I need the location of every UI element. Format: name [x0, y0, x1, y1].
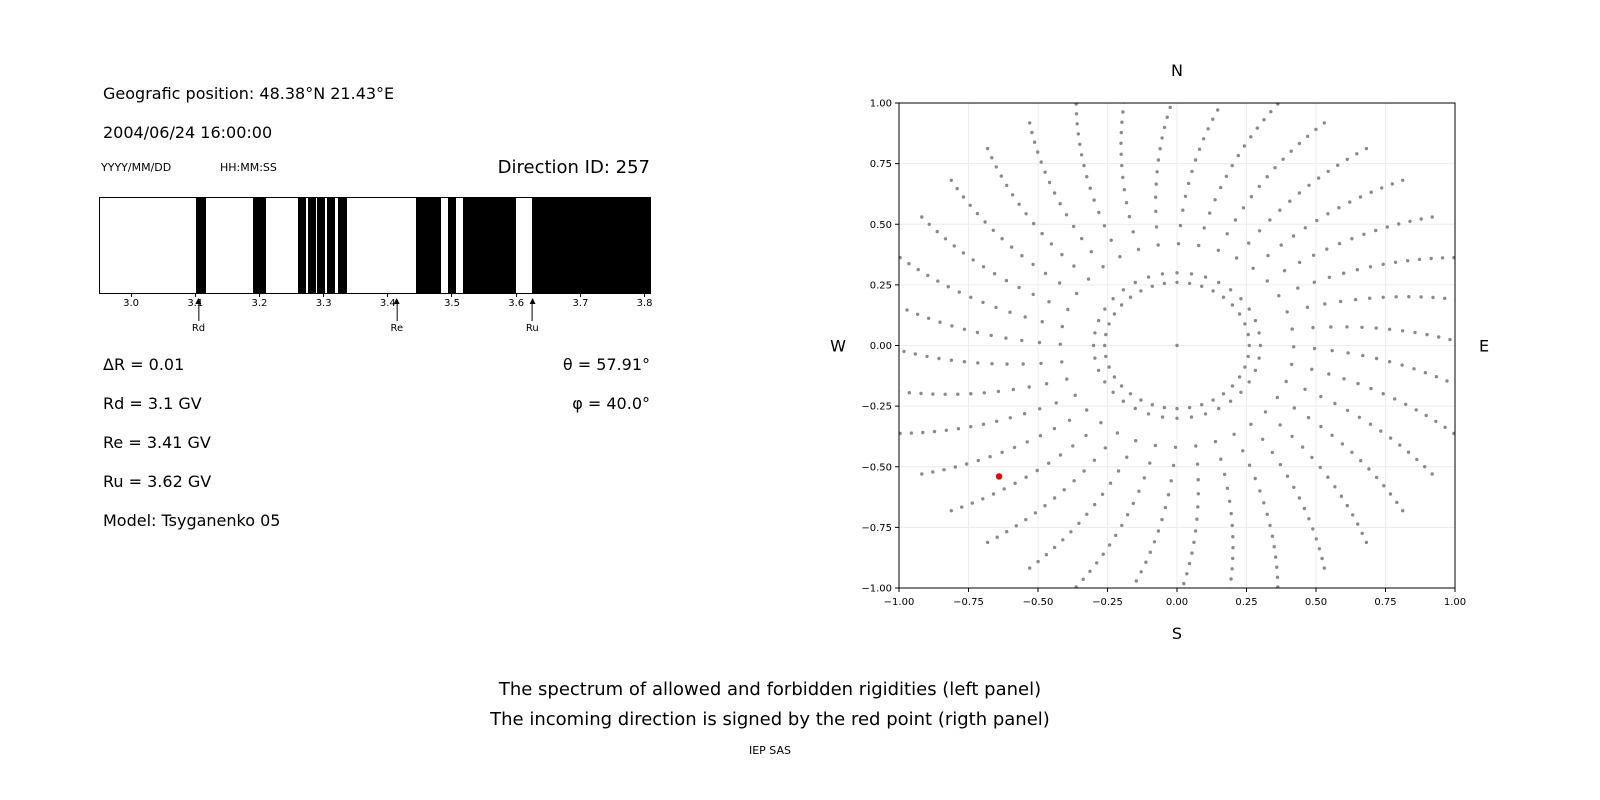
tick-label: 3.7: [572, 298, 589, 309]
rd-text: Rd = 3.1 GV: [103, 394, 202, 413]
x-tick-label: 0.25: [1235, 597, 1257, 608]
cardinal-label-right: E: [1479, 337, 1489, 356]
spectrum-x-tick: 3.1: [187, 294, 203, 309]
tick-mark: [194, 294, 196, 297]
caption-line-2: The incoming direction is signed by the …: [490, 709, 1050, 730]
allowed-rigidity-bar: [307, 198, 317, 293]
x-tick-label: −0.75: [953, 597, 984, 608]
allowed-rigidity-bar: [447, 198, 457, 293]
spectrum-x-tick: 3.8: [637, 294, 653, 309]
x-tick-label: −0.50: [1023, 597, 1054, 608]
allowed-rigidity-bar: [462, 198, 516, 293]
y-tick-label: −0.75: [861, 523, 892, 534]
allowed-rigidity-bar: [195, 198, 206, 293]
x-tick-label: 0.00: [1166, 597, 1188, 608]
tick-mark: [579, 294, 581, 297]
x-tick-label: 0.50: [1305, 597, 1327, 608]
marker-label: Ru: [525, 323, 539, 334]
cutoff-marker-rd: Rd: [192, 298, 205, 334]
y-tick-label: −1.00: [861, 584, 892, 595]
x-tick-label: 0.75: [1374, 597, 1396, 608]
geo-position-text: Geografic position: 48.38°N 21.43°E: [103, 84, 395, 103]
y-tick-label: 0.00: [870, 341, 892, 352]
allowed-rigidity-bar: [327, 198, 336, 293]
theta-text: θ = 57.91°: [562, 355, 650, 374]
phi-text: φ = 40.0°: [572, 394, 650, 413]
spectrum-x-tick: 3.6: [508, 294, 524, 309]
figure-captions: The spectrum of allowed and forbidden ri…: [0, 679, 1540, 757]
spectrum-x-tick: 3.0: [123, 294, 139, 309]
direction-plot: −1.00 −0.75 −0.50 −0.25 0.00 0.25 0.50 0.75 1.00…: [830, 61, 1489, 643]
direction-dots: [899, 103, 1455, 588]
tick-mark: [130, 294, 132, 297]
datetime-text: 2004/06/24 16:00:00: [103, 123, 273, 142]
red-incoming-direction-point: [995, 473, 1003, 480]
arrow-up-icon: [195, 298, 202, 304]
y-tick-label: 0.50: [870, 220, 892, 231]
allowed-rigidity-bar: [337, 198, 347, 293]
spectrum-x-tick: 3.2: [251, 294, 268, 309]
arrow-up-icon: [529, 298, 536, 304]
y-tick-label: 0.25: [870, 280, 892, 291]
tick-label: 3.5: [444, 298, 460, 309]
y-tick-label: −0.50: [861, 462, 892, 473]
tick-label: 3.1: [187, 298, 204, 309]
tick-label: 3.8: [636, 298, 653, 309]
y-tick-label: 1.00: [870, 99, 892, 110]
cardinal-label-left: W: [830, 337, 846, 356]
tick-mark: [258, 294, 260, 297]
direction-id-text: Direction ID: 257: [497, 157, 650, 178]
x-tick-label: −1.00: [884, 597, 915, 608]
delta-r-text: ΔR = 0.01: [103, 355, 185, 374]
spectrum-x-tick: 3.4: [380, 294, 396, 309]
x-tick-label: 1.00: [1444, 597, 1466, 608]
arrow-line: [396, 304, 398, 321]
tick-label: 3.4: [379, 298, 396, 309]
y-tick-label: 0.75: [870, 159, 892, 170]
allowed-rigidity-bar: [415, 198, 441, 293]
tick-mark: [323, 294, 325, 297]
tick-mark: [451, 294, 453, 297]
tick-label: 3.6: [508, 298, 525, 309]
tick-mark: [515, 294, 517, 297]
arrow-line: [531, 304, 533, 321]
arrow-up-icon: [393, 298, 400, 304]
rigidity-spectrum-plot: [99, 197, 651, 294]
marker-label: Re: [390, 323, 404, 334]
tick-label: 3.3: [315, 298, 332, 309]
x-tick-label: −0.25: [1092, 597, 1123, 608]
cutoff-marker-re: Re: [390, 298, 403, 334]
credit-text: IEP SAS: [748, 744, 792, 757]
rigidity-spectrum-chart: 3.0 3.1 3.2 3.3 3.4 3.5 3.6 3.7 3.8 Rd Re Ru: [99, 197, 653, 347]
ru-text: Ru = 3.62 GV: [103, 472, 212, 491]
arrow-line: [197, 304, 200, 321]
spectrum-x-tick: 3.7: [572, 294, 588, 309]
tick-mark: [387, 294, 389, 297]
y-tick-label: −0.25: [861, 402, 892, 413]
tick-label: 3.2: [251, 298, 268, 309]
re-text: Re = 3.41 GV: [103, 433, 211, 452]
cardinal-label-bottom: S: [1172, 624, 1182, 643]
cutoff-marker-ru: Ru: [526, 298, 539, 334]
allowed-rigidity-bar: [253, 198, 267, 293]
spectrum-x-tick: 3.5: [444, 294, 460, 309]
model-text: Model: Tsyganenko 05: [103, 511, 281, 530]
time-format-label: HH:MM:SS: [220, 161, 277, 174]
allowed-rigidity-bar: [532, 198, 650, 293]
allowed-rigidity-bar: [298, 198, 306, 293]
spectrum-x-axis: 3.0 3.1 3.2 3.3 3.4 3.5 3.6 3.7 3.8: [99, 294, 653, 316]
marker-label: Rd: [191, 323, 206, 334]
tick-label: 3.0: [123, 298, 140, 309]
date-format-label: YYYY/MM/DD: [101, 161, 172, 174]
allowed-rigidity-bar: [317, 198, 326, 293]
caption-line-1: The spectrum of allowed and forbidden ri…: [498, 679, 1042, 700]
cardinal-label-top: N: [1171, 61, 1183, 80]
tick-mark: [644, 294, 646, 297]
spectrum-x-tick: 3.3: [316, 294, 332, 309]
